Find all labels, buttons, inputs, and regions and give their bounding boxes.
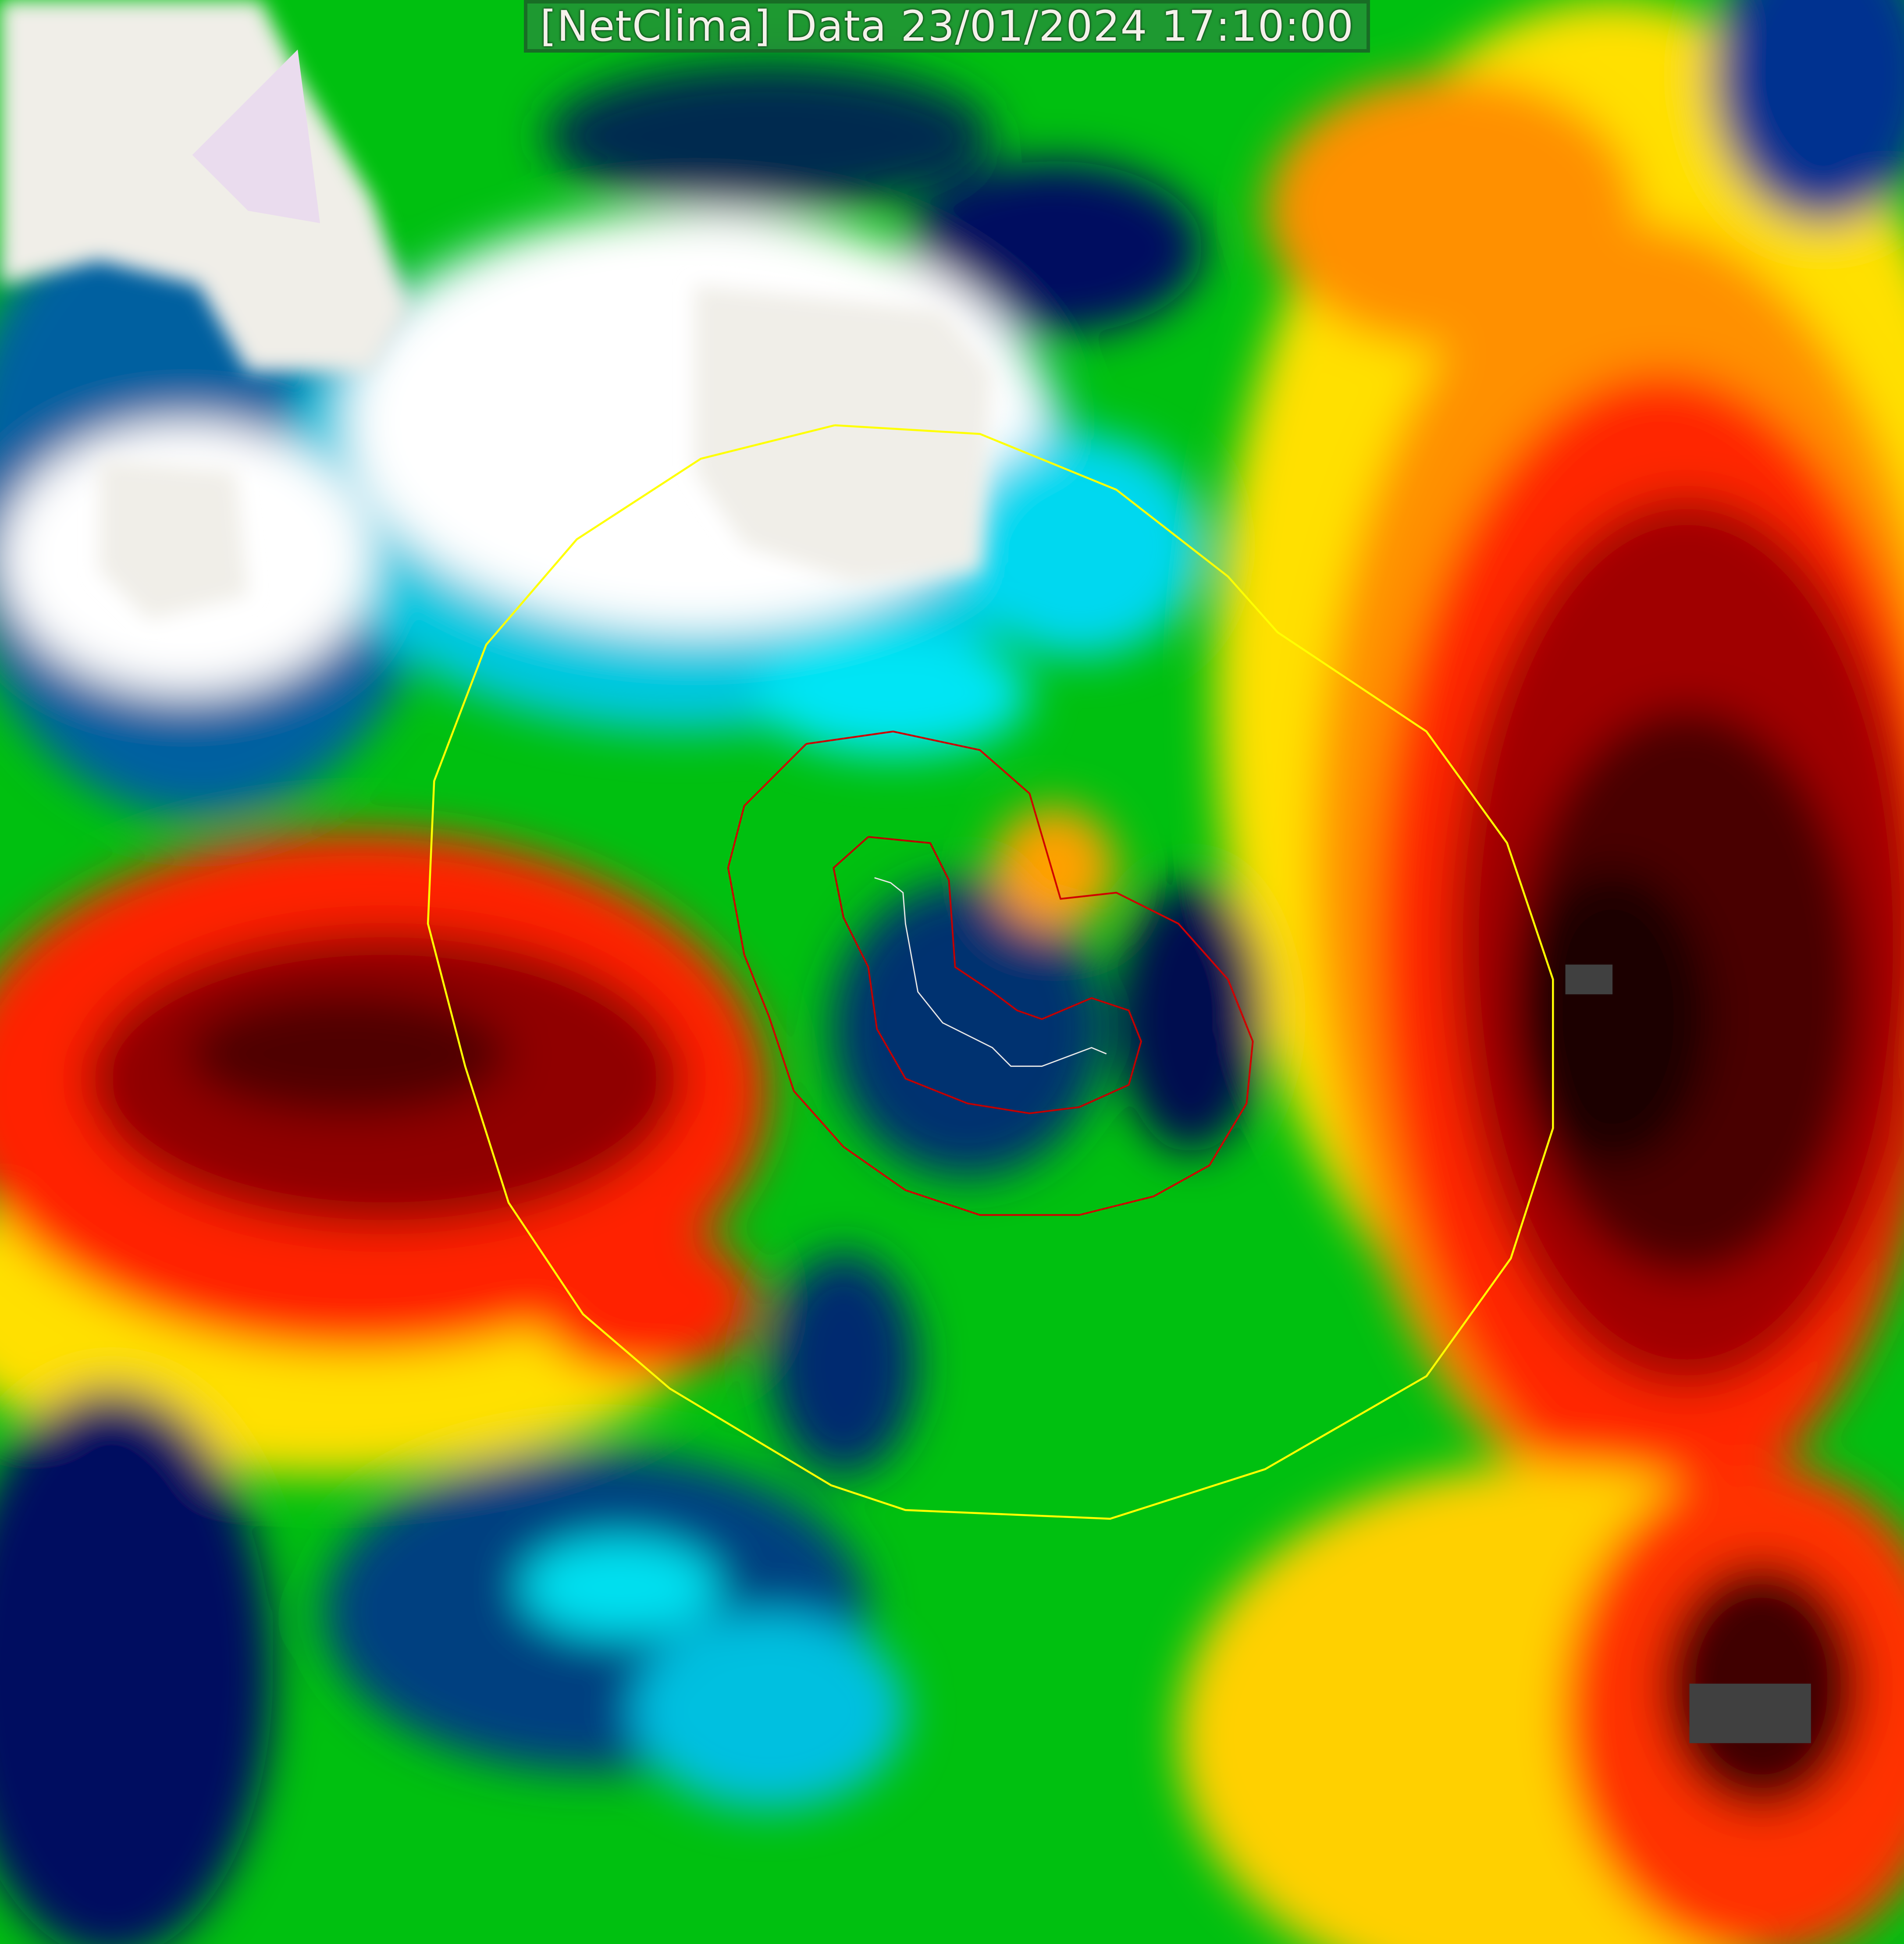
inner-contour: [833, 836, 1142, 1114]
map-title: [NetClima] Data 23/01/2024 17:10:00: [524, 0, 1370, 53]
outer-range-ring: [427, 424, 1554, 1520]
protected-area: [192, 50, 320, 224]
no-data-pixel: [1565, 964, 1613, 995]
land-area: [0, 0, 993, 620]
no-data-pixel: [1689, 1684, 1811, 1743]
storm-track: [874, 877, 1107, 1067]
outer-contour: [727, 730, 1254, 1216]
